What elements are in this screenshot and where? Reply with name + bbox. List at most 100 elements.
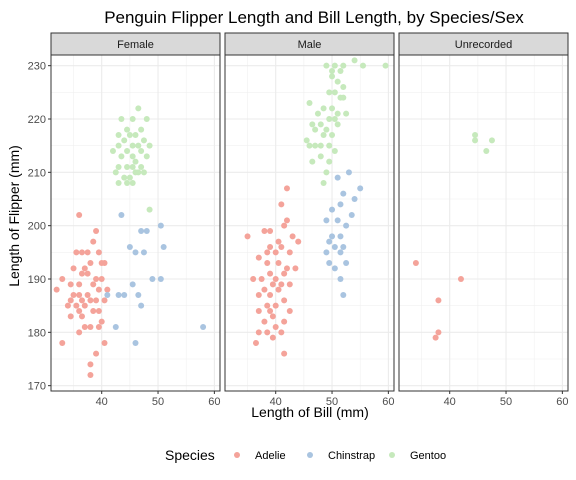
facet-panels: Female 40 50 60 Male 40 50 60 Unrecorded 40 50 60 17… bbox=[28, 32, 569, 408]
data-point-chinstrap bbox=[340, 190, 347, 197]
data-point-chinstrap bbox=[351, 196, 358, 202]
data-point-adelie bbox=[95, 308, 102, 314]
data-point-adelie bbox=[70, 265, 77, 272]
data-point-adelie bbox=[435, 297, 442, 304]
data-point-gentoo bbox=[329, 105, 336, 112]
data-point-adelie bbox=[73, 302, 80, 309]
data-point-adelie bbox=[289, 233, 296, 240]
data-point-adelie bbox=[93, 350, 100, 357]
data-point-gentoo bbox=[112, 169, 119, 176]
data-point-gentoo bbox=[326, 142, 333, 149]
data-point-adelie bbox=[278, 329, 285, 336]
data-point-chinstrap bbox=[129, 281, 136, 288]
data-point-adelie bbox=[267, 308, 274, 314]
data-point-adelie bbox=[278, 244, 285, 250]
facet-strip bbox=[398, 32, 569, 56]
data-point-adelie bbox=[98, 276, 105, 282]
data-point-chinstrap bbox=[331, 265, 338, 272]
data-point-gentoo bbox=[488, 137, 495, 144]
data-point-chinstrap bbox=[343, 222, 350, 229]
data-point-adelie bbox=[67, 281, 74, 288]
data-point-gentoo bbox=[320, 132, 327, 138]
data-point-gentoo bbox=[309, 158, 316, 165]
data-point-adelie bbox=[84, 292, 91, 298]
data-point-chinstrap bbox=[132, 249, 139, 256]
data-point-gentoo bbox=[129, 116, 136, 122]
y-tick-label: 230 bbox=[28, 61, 46, 73]
data-point-gentoo bbox=[146, 206, 153, 213]
data-point-adelie bbox=[87, 372, 94, 378]
data-point-gentoo bbox=[323, 126, 330, 133]
data-point-chinstrap bbox=[340, 244, 347, 250]
data-point-gentoo bbox=[135, 105, 142, 112]
data-point-adelie bbox=[81, 324, 88, 330]
data-point-gentoo bbox=[343, 110, 350, 117]
data-point-adelie bbox=[286, 281, 293, 288]
facet-strip bbox=[224, 32, 395, 56]
data-point-gentoo bbox=[138, 148, 145, 154]
data-point-gentoo bbox=[329, 73, 336, 80]
data-point-chinstrap bbox=[104, 292, 111, 298]
legend-key-adelie bbox=[234, 452, 240, 458]
data-point-gentoo bbox=[118, 116, 125, 122]
legend-label-adelie: Adelie bbox=[255, 450, 286, 462]
data-point-adelie bbox=[264, 260, 271, 266]
data-point-adelie bbox=[76, 329, 83, 336]
data-point-adelie bbox=[53, 286, 60, 293]
data-point-adelie bbox=[275, 260, 282, 266]
data-point-adelie bbox=[95, 286, 102, 293]
data-point-gentoo bbox=[115, 180, 122, 186]
data-point-gentoo bbox=[331, 148, 338, 154]
data-point-gentoo bbox=[331, 116, 338, 122]
x-tick-label: 50 bbox=[500, 396, 512, 408]
data-point-gentoo bbox=[320, 180, 327, 186]
data-point-chinstrap bbox=[348, 212, 355, 218]
y-tick-label: 170 bbox=[28, 381, 46, 393]
data-point-chinstrap bbox=[334, 217, 341, 224]
y-tick-label: 180 bbox=[28, 327, 46, 339]
data-point-adelie bbox=[64, 302, 71, 309]
data-point-adelie bbox=[76, 281, 83, 288]
data-point-gentoo bbox=[329, 68, 336, 74]
data-point-adelie bbox=[76, 212, 83, 218]
facet-strip-label: Female bbox=[117, 39, 154, 51]
data-point-gentoo bbox=[140, 137, 147, 144]
data-point-adelie bbox=[264, 302, 271, 309]
data-point-adelie bbox=[275, 238, 282, 245]
data-point-adelie bbox=[67, 313, 74, 320]
data-point-chinstrap bbox=[115, 292, 122, 298]
x-tick-label: 40 bbox=[270, 396, 282, 408]
data-point-adelie bbox=[255, 292, 262, 298]
data-point-adelie bbox=[98, 318, 105, 325]
y-axis: 170 180 190 200 210 220 230 bbox=[28, 61, 51, 393]
data-point-adelie bbox=[255, 329, 262, 336]
data-point-adelie bbox=[81, 302, 88, 309]
data-point-gentoo bbox=[124, 180, 131, 186]
data-point-adelie bbox=[281, 350, 288, 357]
data-point-chinstrap bbox=[200, 324, 207, 330]
facet-strip bbox=[50, 32, 221, 56]
data-point-chinstrap bbox=[340, 292, 347, 298]
data-point-adelie bbox=[101, 340, 108, 346]
data-point-chinstrap bbox=[157, 276, 164, 282]
data-point-chinstrap bbox=[337, 201, 344, 208]
data-point-gentoo bbox=[317, 142, 324, 149]
data-point-adelie bbox=[261, 228, 268, 234]
data-point-chinstrap bbox=[323, 249, 330, 256]
legend-label-chinstrap: Chinstrap bbox=[328, 450, 375, 462]
data-point-chinstrap bbox=[135, 292, 142, 298]
data-point-adelie bbox=[255, 308, 262, 314]
data-point-gentoo bbox=[121, 137, 128, 144]
data-point-chinstrap bbox=[343, 260, 350, 266]
data-point-adelie bbox=[283, 217, 290, 224]
data-point-adelie bbox=[435, 329, 442, 336]
data-point-adelie bbox=[90, 281, 97, 288]
data-point-gentoo bbox=[326, 158, 333, 165]
data-point-chinstrap bbox=[331, 244, 338, 250]
data-point-adelie bbox=[281, 270, 288, 277]
data-point-adelie bbox=[261, 318, 268, 325]
data-point-adelie bbox=[264, 329, 271, 336]
data-point-chinstrap bbox=[323, 217, 330, 224]
data-point-gentoo bbox=[129, 164, 136, 170]
data-point-chinstrap bbox=[121, 292, 128, 298]
